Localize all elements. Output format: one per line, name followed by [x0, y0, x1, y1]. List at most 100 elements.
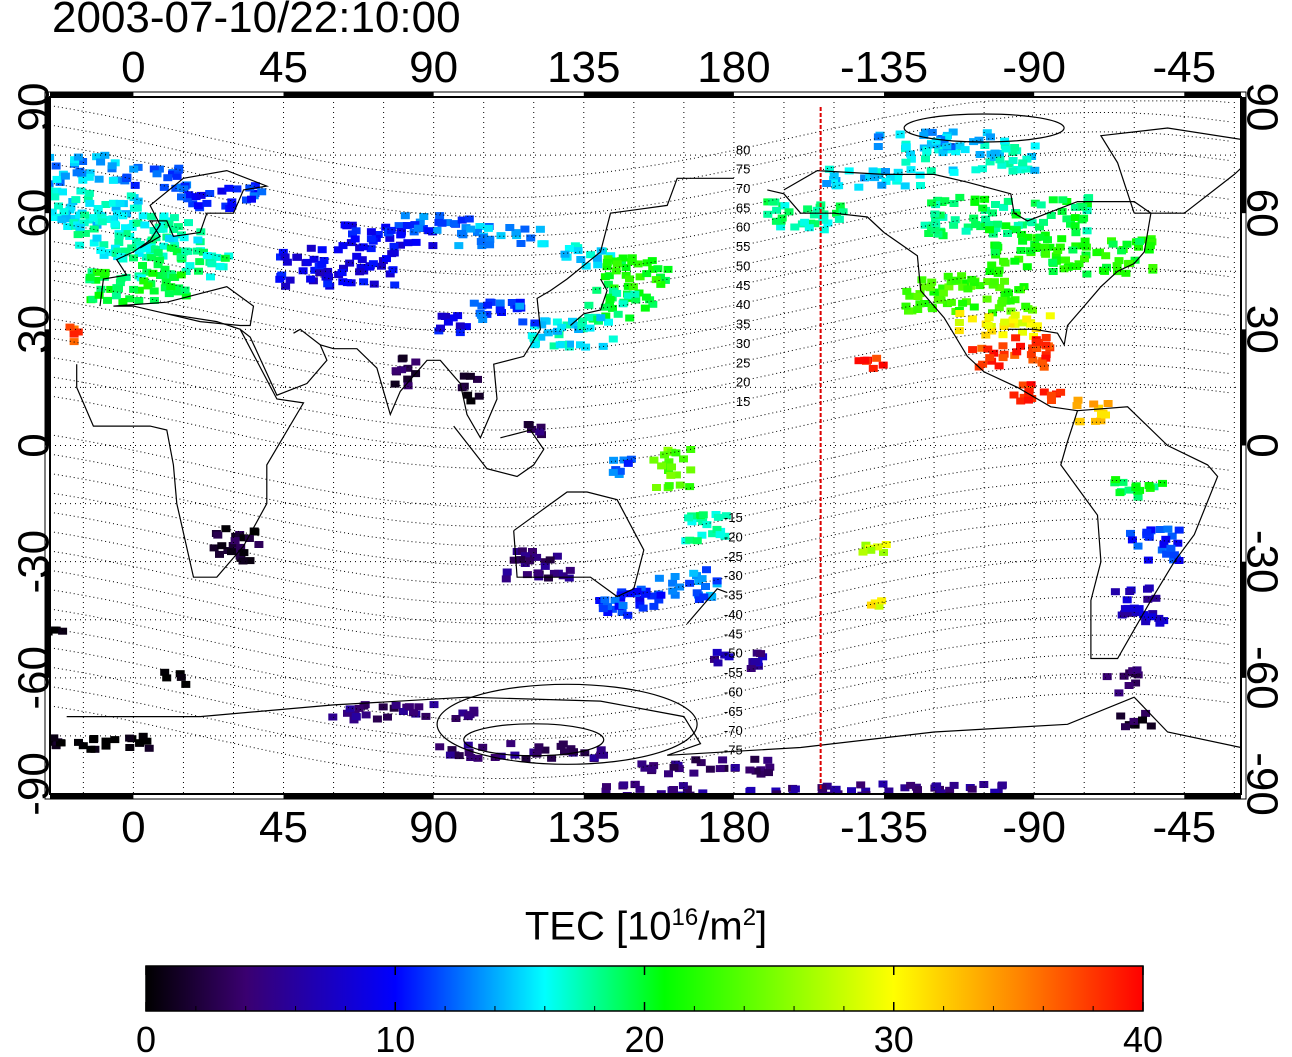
tec-cell: [919, 131, 929, 139]
tec-cell: [396, 231, 406, 239]
tec-cell: [526, 234, 536, 242]
tec-cell: [183, 195, 193, 203]
contour-label: 35: [736, 317, 750, 332]
tec-cell: [1114, 689, 1124, 697]
tec-cell: [51, 626, 61, 634]
tec-cell: [565, 340, 574, 348]
tec-cell: [878, 361, 888, 369]
tec-cell: [254, 541, 264, 548]
tec-cell: [532, 553, 542, 561]
tec-cell: [1008, 167, 1018, 175]
tec-cell: [1133, 493, 1143, 501]
tec-cell: [1167, 532, 1177, 540]
tec-cell: [1101, 252, 1111, 260]
tec-cell: [756, 650, 766, 658]
contour-label: 45: [736, 278, 750, 293]
tec-cell: [746, 665, 756, 672]
tec-cell: [1144, 533, 1154, 541]
tec-cell: [593, 261, 603, 269]
tec-cell: [184, 219, 193, 227]
tec-cell: [185, 262, 195, 270]
tec-cell: [940, 197, 950, 205]
tec-cell: [1051, 252, 1061, 260]
tec-cell: [1027, 153, 1037, 160]
tec-cell: [517, 547, 527, 555]
tec-cell: [149, 165, 159, 173]
tec-cell: [188, 200, 198, 208]
tec-cell: [476, 238, 486, 245]
tec-cell: [557, 323, 567, 331]
colorbar-tick-label: 20: [624, 1019, 664, 1057]
lat-tick-left: -60: [10, 646, 59, 710]
lon-tick-bottom: 90: [409, 803, 458, 852]
tec-cell: [51, 162, 61, 170]
tec-cell: [662, 461, 672, 469]
tec-cell: [642, 270, 652, 278]
tec-cell: [142, 268, 152, 276]
tec-cell: [654, 574, 664, 582]
tec-cell: [1016, 397, 1026, 405]
tec-cell: [220, 254, 230, 262]
tec-cell: [532, 749, 542, 757]
tec-cell: [938, 284, 948, 292]
tec-cell: [121, 247, 131, 255]
tec-cell: [173, 288, 182, 296]
contour-label: -15: [724, 510, 743, 525]
tec-cell: [618, 300, 628, 308]
tec-cell: [96, 285, 106, 293]
tec-cell: [250, 528, 260, 536]
frame-bar: [583, 92, 734, 96]
tec-cell: [485, 241, 495, 249]
tec-cell: [235, 532, 244, 540]
tec-cell: [359, 278, 369, 286]
tec-cell: [981, 331, 991, 339]
tec-cell: [127, 223, 137, 231]
tec-cell: [933, 230, 943, 238]
tec-cell: [354, 704, 364, 712]
tec-cell: [463, 391, 473, 399]
tec-cell: [183, 247, 193, 255]
tec-cell: [656, 591, 666, 599]
tec-cell: [80, 229, 90, 237]
magnetic-contours: [50, 100, 1232, 779]
tec-cell: [917, 276, 927, 284]
tec-cell: [631, 296, 641, 304]
tec-cell: [1126, 529, 1135, 537]
tec-cell: [50, 208, 57, 216]
tec-cell: [580, 749, 590, 757]
tec-cell: [142, 737, 152, 745]
tec-cell: [31, 740, 40, 747]
tec-cell: [78, 742, 88, 750]
frame-bar: [1184, 795, 1241, 799]
tec-cell: [1017, 319, 1027, 327]
tec-cell: [776, 223, 786, 231]
frame-bar: [884, 795, 1035, 799]
tec-cell: [627, 254, 637, 262]
map-frame: [49, 96, 1242, 795]
tec-cell: [146, 254, 156, 262]
tec-cell: [107, 162, 117, 170]
tec-cell: [1115, 489, 1125, 497]
tec-cell: [93, 205, 103, 212]
tec-cell: [724, 653, 734, 661]
tec-cell: [89, 225, 99, 233]
tec-cell: [949, 168, 959, 176]
coastline: [320, 177, 734, 440]
tec-cell: [535, 428, 545, 436]
tec-cell: [1174, 526, 1184, 534]
tec-cell: [461, 323, 471, 331]
tec-cell: [1039, 388, 1049, 396]
tec-cell: [1000, 141, 1010, 149]
tec-cell: [812, 206, 822, 214]
tec-cell: [670, 591, 680, 599]
tec-cell: [640, 590, 650, 598]
tec-cell: [627, 258, 637, 266]
tec-cell: [194, 267, 203, 275]
lat-tick-left: 60: [10, 189, 59, 238]
tec-cell: [668, 579, 678, 587]
tec-cell: [389, 242, 399, 250]
tec-cell: [635, 595, 645, 603]
tec-cell: [601, 787, 611, 794]
tec-cell: [979, 781, 989, 788]
tec-cell: [224, 184, 234, 192]
